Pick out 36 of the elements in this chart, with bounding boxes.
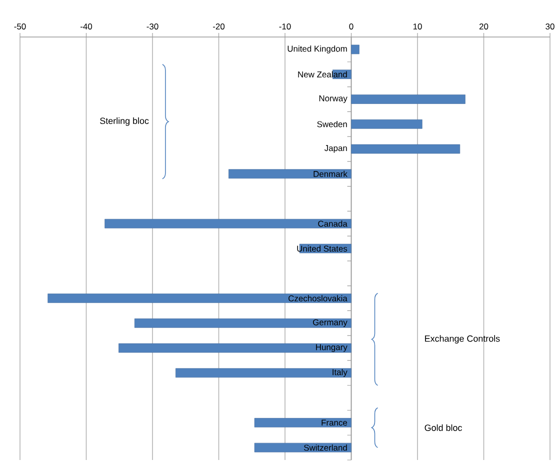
x-tick-label: 20 <box>479 23 488 30</box>
x-tick-label: 30 <box>546 23 554 30</box>
y-tick-label: Hungary <box>316 344 348 352</box>
y-tick-label: Denmark <box>314 170 348 177</box>
bar <box>254 418 352 428</box>
bar <box>104 218 352 228</box>
y-tick-label: United Kingdom <box>288 45 347 54</box>
bar <box>228 169 352 178</box>
x-tick-label: 10 <box>413 23 422 30</box>
bar <box>254 442 352 452</box>
x-tick-label: 0 <box>349 23 354 30</box>
bar <box>351 44 360 54</box>
y-tick-label: Sweden <box>317 120 347 128</box>
y-tick-label: France <box>322 420 348 426</box>
y-tick-label: Czechoslovakia <box>288 295 348 302</box>
x-tick-label: -20 <box>213 23 225 30</box>
y-tick-label: Canada <box>318 220 348 227</box>
y-tick-label: Italy <box>332 368 348 377</box>
annotation: Gold bloc <box>424 424 462 431</box>
bar <box>351 119 422 129</box>
x-tick-label: -40 <box>80 23 92 30</box>
x-tick-label: -50 <box>14 23 26 30</box>
y-tick-label: Norway <box>319 95 348 103</box>
y-tick-label: Germany <box>313 319 348 327</box>
y-tick-label: Switzerland <box>304 444 347 451</box>
bar <box>118 343 352 353</box>
x-tick-label: -30 <box>146 23 158 30</box>
y-tick-label: Japan <box>324 145 347 153</box>
annotation: Exchange Controls <box>425 334 500 344</box>
bar <box>351 94 466 104</box>
bar <box>351 144 460 154</box>
annotation: Sterling bloc <box>100 117 149 126</box>
x-tick-label: -10 <box>279 23 291 30</box>
bar <box>134 318 352 328</box>
bar <box>48 293 352 303</box>
bar <box>176 368 352 378</box>
